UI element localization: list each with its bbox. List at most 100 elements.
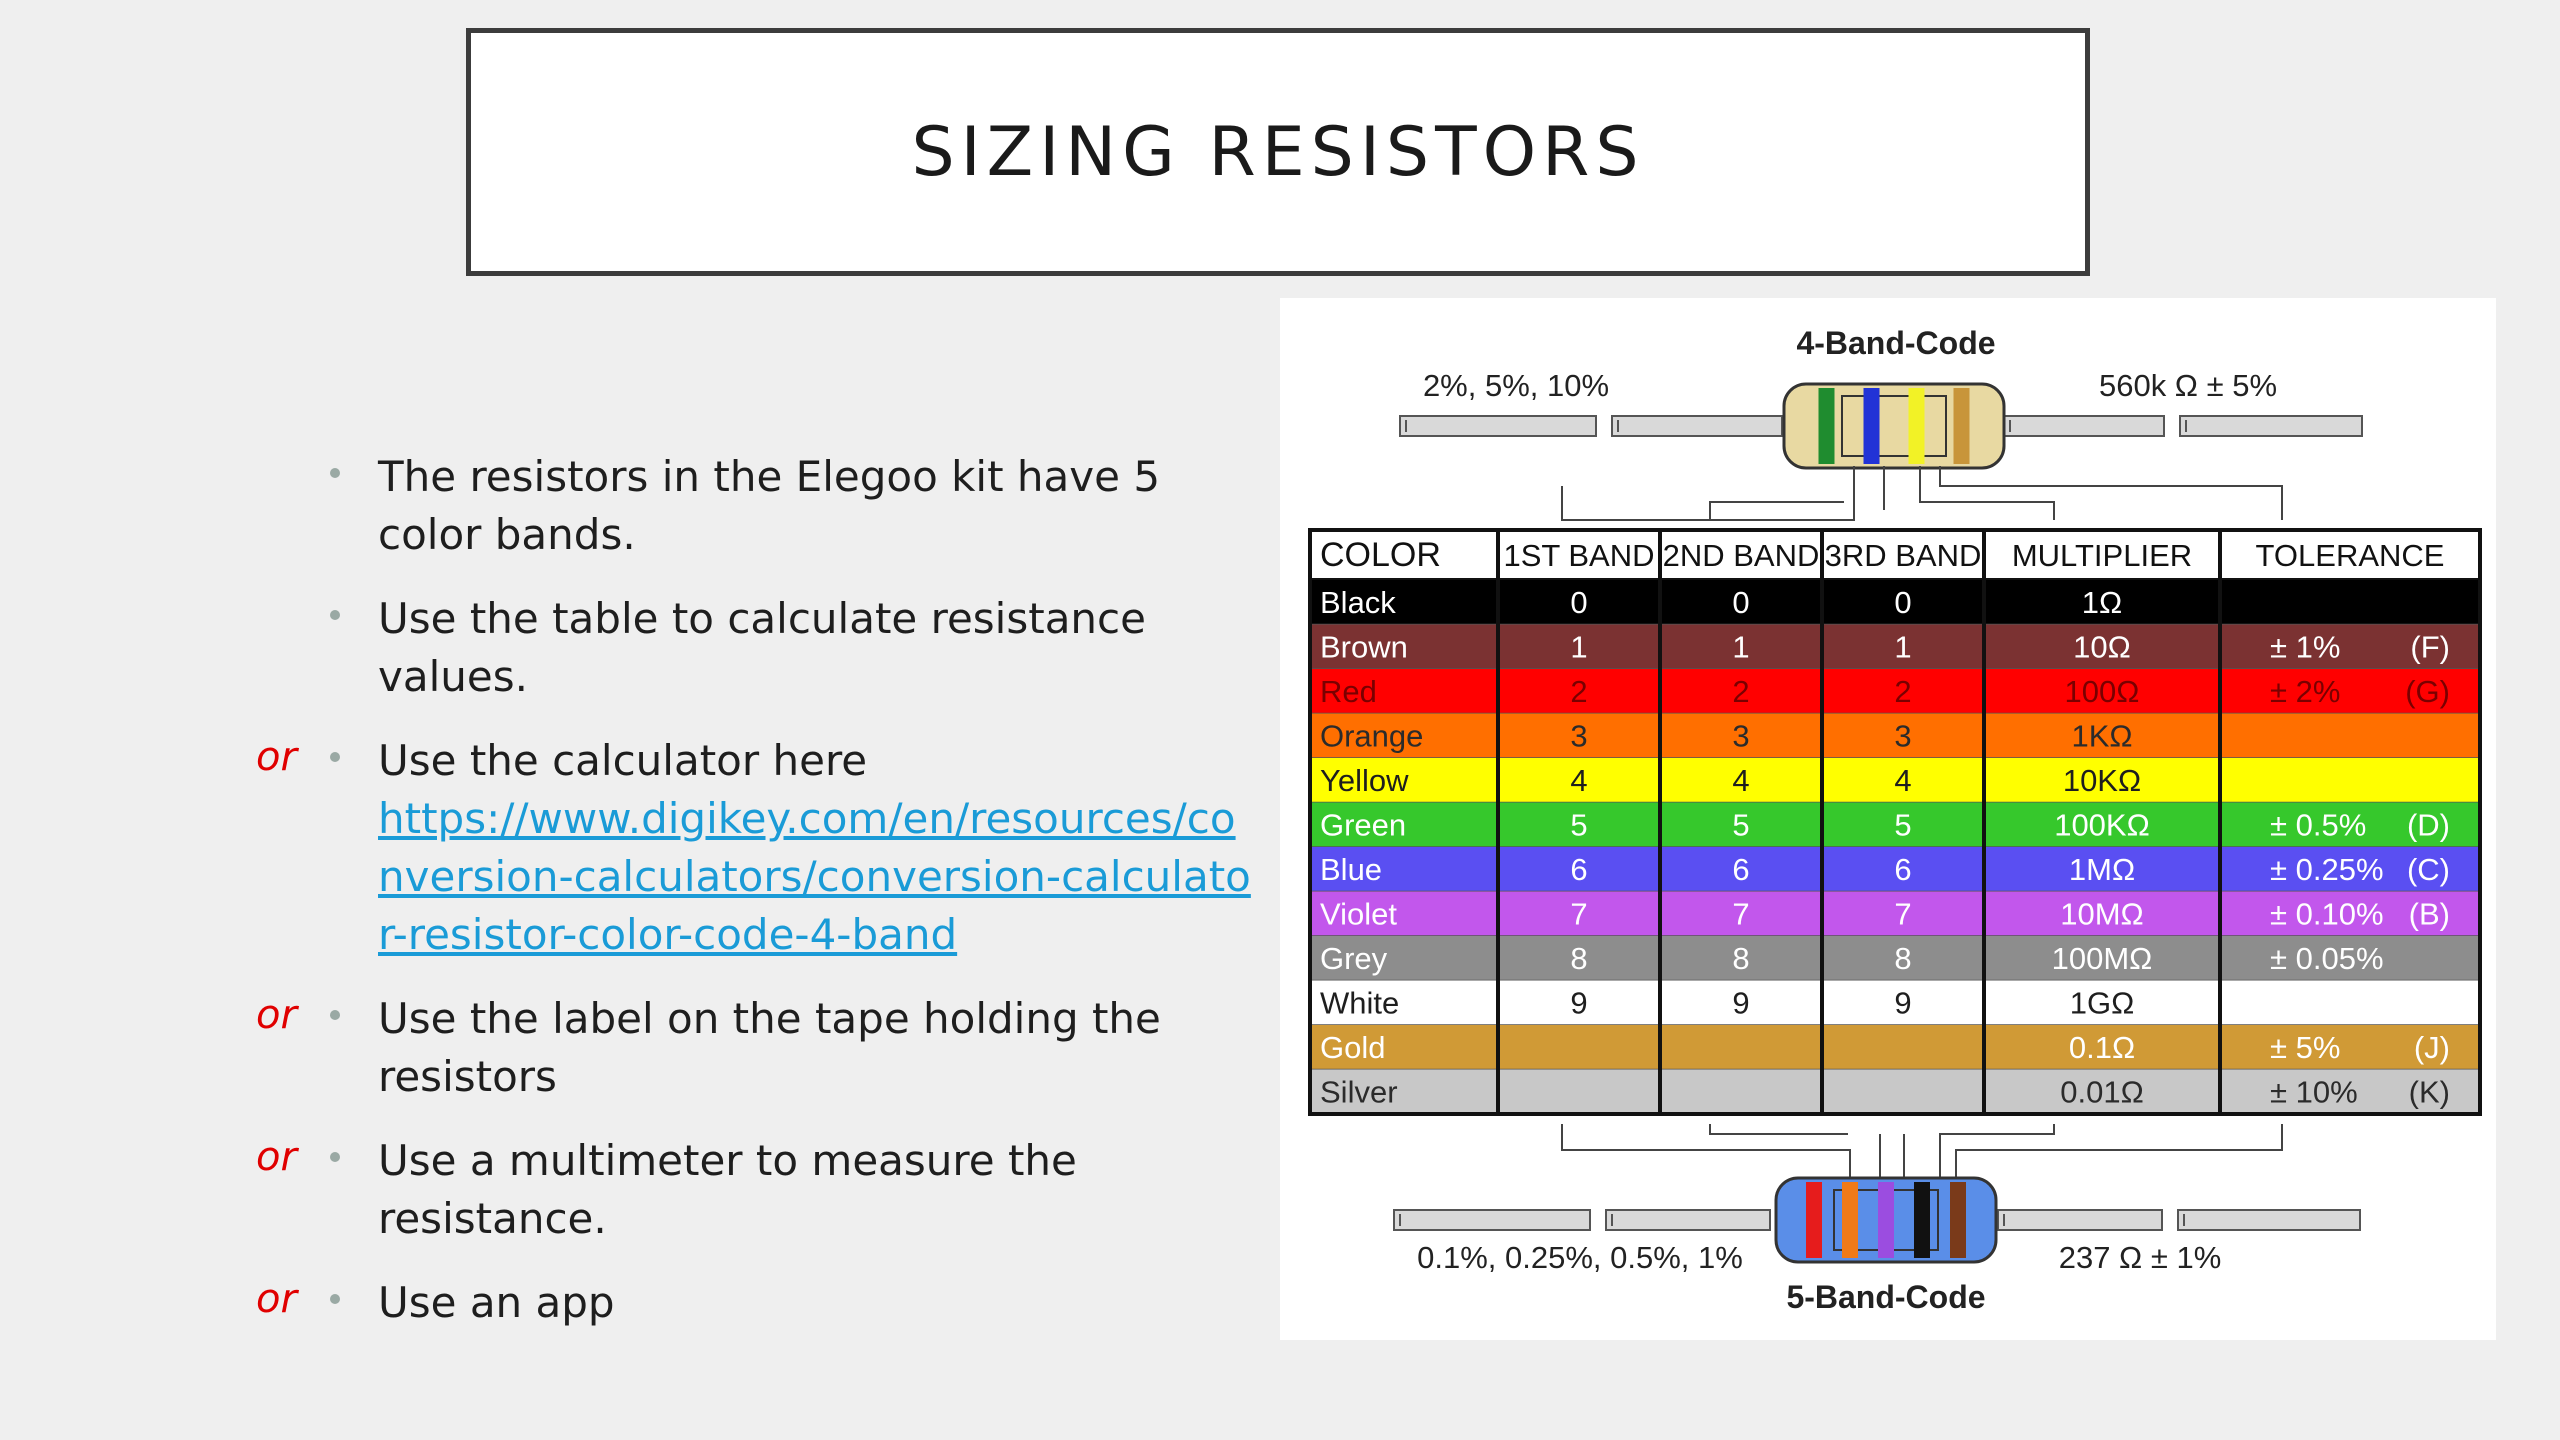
bullet-item: Use the table to calculate resistance va…	[230, 590, 1260, 706]
table-cell-band-digit: 1	[1570, 629, 1587, 664]
four-band-resistor-band	[1908, 388, 1925, 464]
five-band-resistor-band	[1878, 1182, 1894, 1258]
five-band-resistor-band	[1842, 1182, 1858, 1258]
bullet-dot-icon	[330, 468, 340, 478]
table-cell-tolerance-code: (D)	[2407, 807, 2450, 842]
connector-line	[1939, 1124, 2055, 1184]
table-cell-band-digit: 4	[1894, 763, 1911, 798]
four-band-tolerance-label: 2%, 5%, 10%	[1423, 368, 1609, 403]
table-cell-band-digit: 3	[1570, 718, 1587, 753]
table-cell-band-digit: 7	[1570, 896, 1587, 931]
table-cell-band-digit: 0	[1732, 585, 1749, 620]
bullet-dot-icon	[330, 610, 340, 620]
or-label: or	[256, 1134, 297, 1180]
table-row-grey	[1310, 936, 2480, 981]
table-row-black	[1310, 580, 2480, 625]
bullet-text: Use the calculator here	[378, 736, 868, 785]
table-cell-band-digit: 5	[1570, 807, 1587, 842]
table-cell-band-digit: 4	[1732, 763, 1749, 798]
table-cell-tolerance-code: (F)	[2410, 629, 2450, 664]
table-cell-tolerance-code: (C)	[2407, 852, 2450, 887]
table-cell-band-digit: 0	[1894, 585, 1911, 620]
connector-line	[1709, 501, 1844, 520]
table-cell-band-digit: 6	[1570, 852, 1587, 887]
bullet-text: The resistors in the Elegoo kit have 5 c…	[378, 452, 1161, 559]
four-band-resistor-band	[1818, 388, 1835, 464]
four-band-resistor-band	[1863, 388, 1880, 464]
table-cell-band-digit: 4	[1570, 763, 1587, 798]
calculator-link[interactable]: https://www.digikey.com/en/resources/con…	[378, 794, 1251, 959]
table-cell-multiplier: 1KΩ	[2071, 718, 2132, 753]
five-band-resistor-band	[1806, 1182, 1822, 1258]
connector-line	[1939, 466, 2283, 520]
five-band-value-label: 237 Ω ± 1%	[2059, 1240, 2222, 1275]
table-cell-color-name: Orange	[1320, 718, 1423, 753]
table-cell-color-name: Grey	[1320, 941, 1388, 976]
table-cell-color-name: Green	[1320, 807, 1406, 842]
five-band-tolerance-label: 0.1%, 0.25%, 0.5%, 1%	[1417, 1240, 1743, 1275]
table-row-brown	[1310, 624, 2480, 669]
table-cell-tolerance-code: (G)	[2405, 674, 2450, 709]
table-header-cell: MULTIPLIER	[2012, 538, 2192, 573]
connector-line	[1709, 1124, 1848, 1135]
table-cell-color-name: Yellow	[1320, 763, 1409, 798]
table-cell-color-name: Silver	[1320, 1074, 1398, 1109]
table-row-yellow	[1310, 758, 2480, 803]
lead-right-2	[2179, 415, 2363, 437]
bullet-text: Use an app	[378, 1278, 615, 1327]
table-row-white	[1310, 980, 2480, 1025]
bullet-item: The resistors in the Elegoo kit have 5 c…	[230, 448, 1260, 564]
table-cell-band-digit: 3	[1894, 718, 1911, 753]
table-cell-color-name: Brown	[1320, 629, 1408, 664]
table-cell-band-digit: 6	[1894, 852, 1911, 887]
four-band-value-label: 560k Ω ± 5%	[2099, 368, 2277, 403]
table-header-cell: 2ND BAND	[1663, 538, 1820, 573]
table-cell-color-name: Black	[1320, 585, 1396, 620]
table-cell-tolerance-code: (J)	[2414, 1030, 2450, 1065]
resistor-color-code-chart: 4-Band-Code 2%, 5%, 10% 560k Ω ± 5% COLOR 1S…	[1280, 298, 2496, 1340]
connector-line	[1561, 466, 1855, 521]
bullet-dot-icon	[330, 1010, 340, 1020]
table-cell-multiplier: 10KΩ	[2063, 763, 2141, 798]
table-cell-tolerance: ± 0.05%	[2270, 941, 2384, 976]
table-cell-band-digit: 3	[1732, 718, 1749, 753]
lead-left-2b	[1605, 1209, 1771, 1231]
table-cell-multiplier: 100Ω	[2065, 674, 2140, 709]
table-cell-band-digit: 9	[1732, 985, 1749, 1020]
table-cell-color-name: Violet	[1320, 896, 1397, 931]
table-row-gold	[1310, 1025, 2480, 1070]
lead-right-2b	[2177, 1209, 2361, 1231]
bullet-list: The resistors in the Elegoo kit have 5 c…	[230, 448, 1260, 1358]
table-cell-band-digit: 8	[1732, 941, 1749, 976]
table-row-violet	[1310, 891, 2480, 936]
table-cell-multiplier: 1MΩ	[2069, 852, 2135, 887]
table-cell-band-digit: 9	[1570, 985, 1587, 1020]
table-cell-band-digit: 8	[1894, 941, 1911, 976]
connector-line	[1561, 1124, 1851, 1184]
table-cell-band-digit: 1	[1732, 629, 1749, 664]
table-cell-band-digit: 7	[1732, 896, 1749, 931]
table-cell-band-digit: 7	[1894, 896, 1911, 931]
table-cell-band-digit: 5	[1732, 807, 1749, 842]
table-cell-band-digit: 2	[1732, 674, 1749, 709]
or-label: or	[256, 1276, 297, 1322]
table-cell-band-digit: 1	[1894, 629, 1911, 664]
bullet-text: Use the label on the tape holding the re…	[378, 994, 1161, 1101]
table-cell-color-name: White	[1320, 985, 1399, 1020]
lead-right-1b	[1997, 1209, 2163, 1231]
four-band-resistor-neck	[1841, 395, 1947, 457]
table-cell-multiplier: 1GΩ	[2070, 985, 2135, 1020]
table-cell-band-digit: 6	[1732, 852, 1749, 887]
table-cell-multiplier: 0.01Ω	[2060, 1074, 2144, 1109]
table-header-cell: 3RD BAND	[1825, 538, 1982, 573]
table-cell-multiplier: 1Ω	[2082, 585, 2122, 620]
table-cell-band-digit: 2	[1894, 674, 1911, 709]
table-cell-band-digit: 0	[1570, 585, 1587, 620]
table-cell-band-digit: 8	[1570, 941, 1587, 976]
table-cell-tolerance: ± 5%	[2270, 1030, 2340, 1065]
table-cell-multiplier: 100MΩ	[2052, 941, 2153, 976]
table-header-cell: COLOR	[1320, 536, 1441, 574]
table-cell-color-name: Blue	[1320, 852, 1382, 887]
table-row-red	[1310, 669, 2480, 714]
